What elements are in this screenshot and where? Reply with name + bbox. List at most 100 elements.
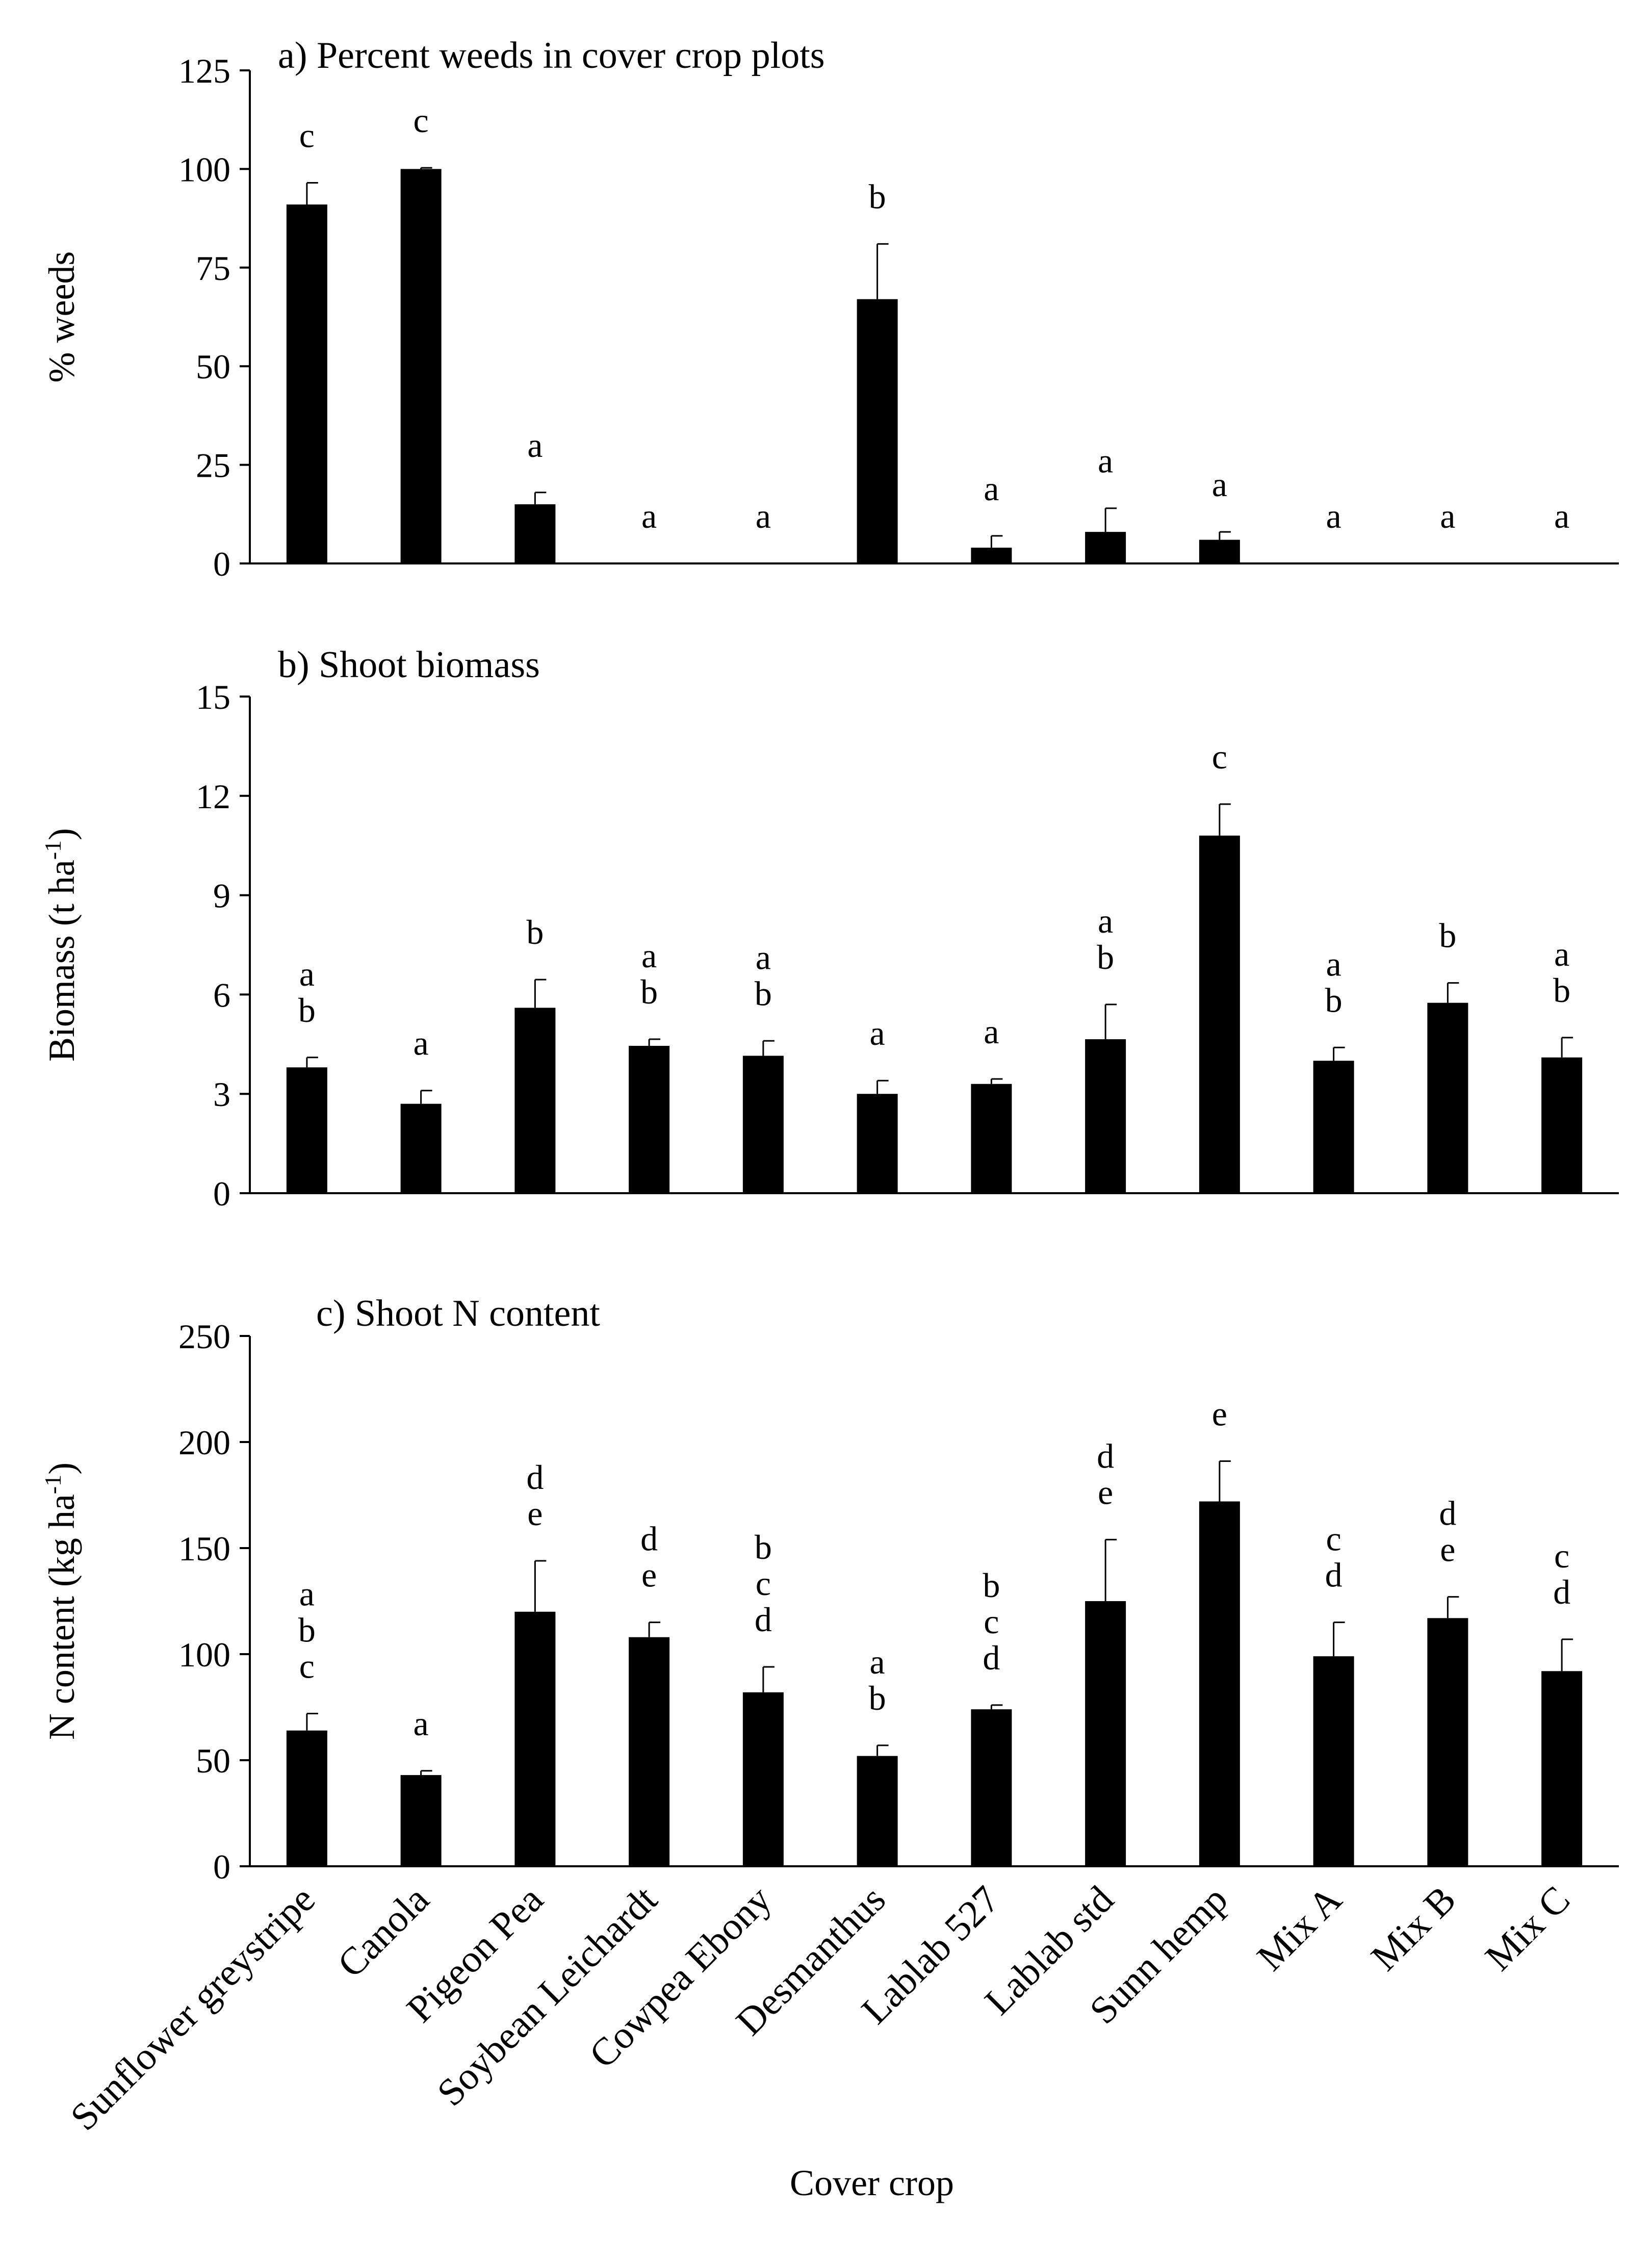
y-axis-title-end: )	[41, 1462, 82, 1475]
bar	[1085, 532, 1126, 563]
significance-letter: a	[641, 936, 657, 975]
x-category-label: Mix B	[1363, 1878, 1464, 1979]
y-axis-title-sup: -1	[40, 1475, 66, 1494]
x-category-label: Mix C	[1477, 1878, 1578, 1979]
panel-shoot-n-content: 0 50 100 150 200 250 c) Shoot N content N conte…	[40, 1293, 1619, 1886]
significance-letter: d	[1439, 1494, 1456, 1533]
significance-letter: d	[526, 1458, 544, 1497]
y-tick-label: 50	[196, 347, 230, 386]
bar	[971, 1084, 1012, 1193]
significance-letter: c	[414, 101, 429, 140]
y-tick-label: 3	[213, 1075, 230, 1114]
y-axis-title: % weeds	[41, 251, 82, 383]
x-category-label: Mix A	[1249, 1878, 1350, 1979]
bar	[1199, 539, 1240, 563]
bar	[742, 1056, 784, 1193]
y-tick-label: 12	[196, 777, 230, 816]
x-axis-title: Cover crop	[790, 2163, 954, 2203]
bar	[286, 1730, 327, 1866]
x-category-label: Soybean Leichardt	[429, 1878, 665, 2115]
significance-letter: b	[526, 913, 544, 951]
y-tick-label: 250	[178, 1317, 230, 1356]
significance-letter: a	[984, 1012, 999, 1051]
y-tick-label: 9	[213, 877, 230, 915]
bar	[400, 1775, 442, 1866]
significance-letter: b	[1439, 916, 1456, 955]
y-tick-label: 75	[196, 249, 230, 288]
bar	[971, 1709, 1012, 1866]
bar	[742, 1692, 784, 1866]
panel-percent-weeds: 0 25 50 75 100 125 a) Percent weeds in cover c…	[41, 35, 1619, 583]
y-tick-label: 100	[178, 150, 230, 189]
significance-letter: a	[870, 1014, 885, 1052]
significance-letter: e	[1212, 1394, 1227, 1433]
significance-letter: a	[984, 469, 999, 508]
significance-letter: b	[298, 991, 316, 1030]
panel-shoot-biomass: 0 3 6 9 12 15 b) Shoot biomass Biomass (t ha-1)…	[40, 644, 1619, 1213]
significance-letter: c	[984, 1602, 999, 1641]
significance-letter: a	[1098, 442, 1113, 480]
y-tick-label: 6	[213, 975, 230, 1014]
significance-letter: a	[1326, 944, 1341, 983]
significance-letter: d	[983, 1638, 1000, 1677]
significance-letter: c	[1554, 1536, 1569, 1575]
significance-letter: a	[1326, 497, 1341, 535]
significance-letter: b	[1553, 971, 1570, 1010]
panel-title: c) Shoot N content	[316, 1293, 600, 1334]
y-tick-label: 200	[178, 1423, 230, 1462]
bar	[400, 1103, 442, 1193]
significance-letter: c	[1212, 737, 1227, 776]
y-tick-label: 150	[178, 1529, 230, 1568]
bar	[514, 504, 556, 563]
bar	[629, 1046, 670, 1193]
y-axis-title: N content (kg ha-1)	[40, 1462, 82, 1740]
y-axis-title-text: % weeds	[41, 251, 82, 383]
significance-letter: c	[299, 1646, 315, 1685]
bar	[514, 1008, 556, 1193]
bar	[1199, 1501, 1240, 1866]
significance-letter: b	[869, 1679, 886, 1717]
significance-letter: c	[1326, 1520, 1341, 1558]
bar	[857, 299, 898, 563]
significance-letter: b	[755, 974, 772, 1013]
significance-letter: d	[1097, 1436, 1114, 1475]
significance-letter: a	[414, 1704, 429, 1743]
bar	[286, 204, 327, 563]
significance-letter: d	[1325, 1556, 1343, 1594]
significance-letter: b	[1097, 938, 1114, 976]
significance-letter: a	[414, 1024, 429, 1063]
bar	[514, 1611, 556, 1866]
significance-letter: b	[755, 1528, 772, 1566]
y-axis-title-text: Biomass (t ha	[41, 860, 82, 1062]
significance-letter: a	[756, 497, 771, 535]
significance-letter: a	[756, 938, 771, 976]
bar	[1199, 835, 1240, 1193]
significance-letter: a	[1440, 497, 1455, 535]
significance-letter: a	[1554, 935, 1569, 973]
y-axis-title-sup: -1	[40, 840, 66, 860]
significance-letter: d	[640, 1520, 658, 1558]
bar	[1313, 1656, 1354, 1866]
significance-letter: a	[1554, 497, 1569, 535]
significance-letter: d	[755, 1600, 772, 1639]
bar	[286, 1067, 327, 1193]
significance-letter: a	[527, 426, 543, 465]
bar	[857, 1756, 898, 1866]
significance-letter: c	[756, 1564, 771, 1603]
y-tick-label: 100	[178, 1635, 230, 1674]
y-tick-label: 0	[213, 545, 230, 583]
y-axis-title: Biomass (t ha-1)	[40, 828, 82, 1062]
bar	[629, 1637, 670, 1866]
significance-letter: a	[641, 497, 657, 535]
significance-letter: a	[1212, 465, 1227, 504]
bar	[1541, 1671, 1583, 1866]
panel-title: b) Shoot biomass	[278, 644, 540, 686]
bar	[1313, 1061, 1354, 1193]
significance-letter: a	[870, 1642, 885, 1681]
bar	[1085, 1039, 1126, 1193]
y-tick-label: 0	[213, 1847, 230, 1886]
significance-letter: a	[299, 1574, 315, 1613]
bar	[1427, 1002, 1468, 1193]
significance-letter: b	[298, 1610, 316, 1649]
